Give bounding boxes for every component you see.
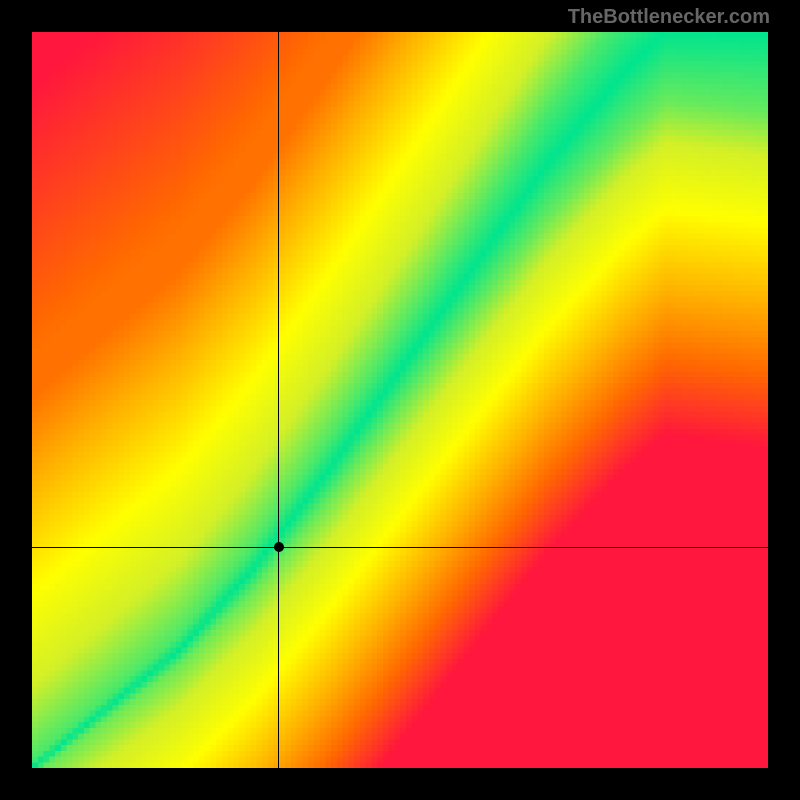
stage: TheBottlenecker.com <box>0 0 800 800</box>
crosshair-horizontal <box>32 547 768 548</box>
bottleneck-heatmap <box>32 32 768 768</box>
crosshair-vertical <box>278 32 279 768</box>
watermark-text: TheBottlenecker.com <box>568 6 770 29</box>
selection-marker <box>274 542 284 552</box>
